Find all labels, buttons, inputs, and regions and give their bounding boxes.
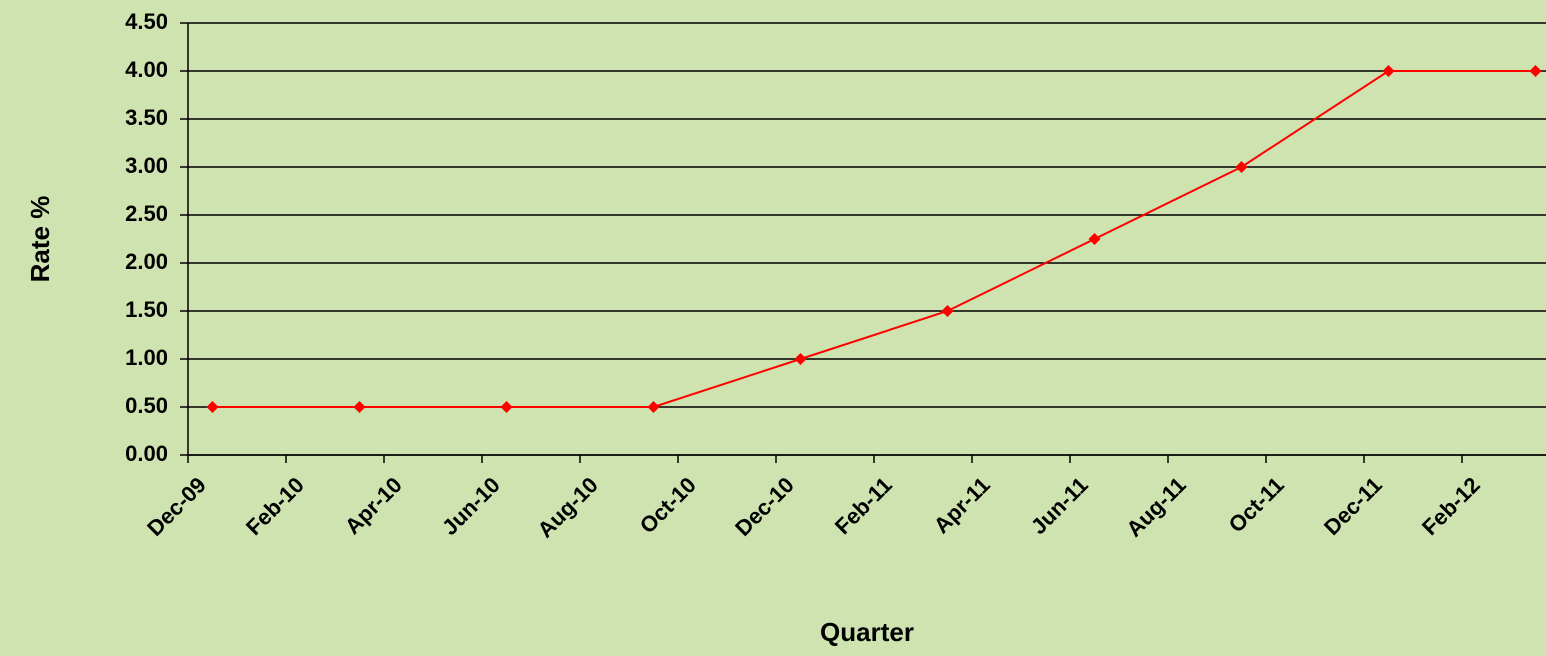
x-axis-label: Quarter bbox=[820, 617, 914, 647]
marker bbox=[353, 401, 366, 413]
y-tick-label: 0.00 bbox=[125, 441, 168, 466]
marker bbox=[1235, 161, 1248, 173]
marker bbox=[647, 401, 660, 413]
marker bbox=[206, 401, 219, 413]
y-tick-label: 1.50 bbox=[125, 297, 168, 322]
marker bbox=[1088, 233, 1101, 245]
y-tick-label: 4.00 bbox=[125, 57, 168, 82]
y-tick-label: 4.50 bbox=[125, 9, 168, 34]
y-tick-label: 2.50 bbox=[125, 201, 168, 226]
marker bbox=[794, 353, 807, 365]
marker bbox=[941, 305, 954, 317]
marker bbox=[1529, 65, 1542, 77]
marker bbox=[1382, 65, 1395, 77]
y-tick-label: 3.50 bbox=[125, 105, 168, 130]
y-axis-label: Rate % bbox=[25, 196, 55, 283]
marker bbox=[500, 401, 513, 413]
y-tick-label: 3.00 bbox=[125, 153, 168, 178]
y-tick-label: 2.00 bbox=[125, 249, 168, 274]
line bbox=[212, 70, 1536, 408]
y-tick-label: 0.50 bbox=[125, 393, 168, 418]
y-tick-label: 1.00 bbox=[125, 345, 168, 370]
